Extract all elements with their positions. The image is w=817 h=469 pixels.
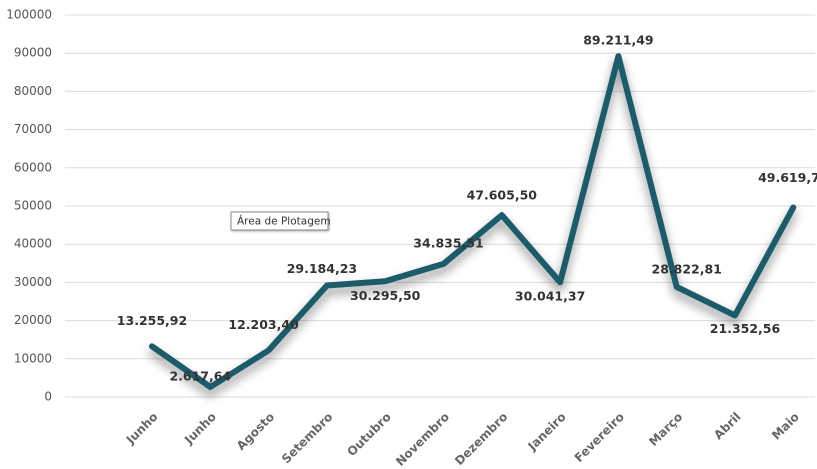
x-tick-label: Abril (711, 410, 744, 443)
y-tick-label: 10000 (14, 351, 52, 365)
x-tick-label: Maio (769, 410, 802, 443)
data-label: 21.352,56 (710, 321, 781, 336)
data-label: 34.835,51 (413, 235, 483, 250)
x-tick-label: Junho (123, 410, 161, 448)
y-tick-label: 60000 (14, 160, 52, 174)
data-label: 13.255,92 (117, 313, 187, 328)
y-tick-label: 20000 (14, 313, 52, 327)
data-label: 30.041,37 (515, 289, 585, 304)
x-tick-label: Janeiro (524, 410, 568, 454)
plot (149, 53, 797, 391)
annotation-box (230, 211, 329, 231)
y-tick-label: 0 (44, 390, 52, 404)
data-label: 47.605,50 (467, 188, 538, 203)
data-label: 49.619,78 (758, 170, 817, 185)
y-tick-label: 90000 (14, 46, 52, 60)
x-tick-label: Agosto (234, 410, 277, 453)
grid (65, 14, 815, 398)
data-label: 28.822,81 (652, 261, 722, 276)
data-label: 29.184,23 (287, 261, 357, 276)
data-label: 30.295,50 (350, 288, 421, 303)
y-tick-label: 100000 (6, 8, 52, 22)
data-label: 89.211,49 (583, 33, 653, 48)
y-tick-label: 50000 (14, 199, 52, 213)
y-tick-label: 80000 (14, 84, 52, 98)
y-tick-label: 40000 (14, 237, 52, 251)
y-tick-label: 70000 (14, 122, 52, 136)
x-tick-label: Dezembro (452, 410, 510, 468)
x-tick-label: Outubro (344, 410, 393, 459)
x-tick-label: Setembro (279, 410, 336, 467)
data-label: 2.617,64 (169, 369, 231, 384)
x-tick-label: Março (646, 410, 685, 449)
annotation: Área de Plotagem (237, 215, 331, 228)
x-tick-label: Fevereiro (572, 410, 627, 465)
y-tick-label: 30000 (14, 275, 52, 289)
x-tick-label: Junho (181, 410, 219, 448)
x-tick-label: Novembro (393, 410, 452, 469)
series-line (149, 53, 797, 391)
data-label: 12.203,40 (228, 317, 299, 332)
